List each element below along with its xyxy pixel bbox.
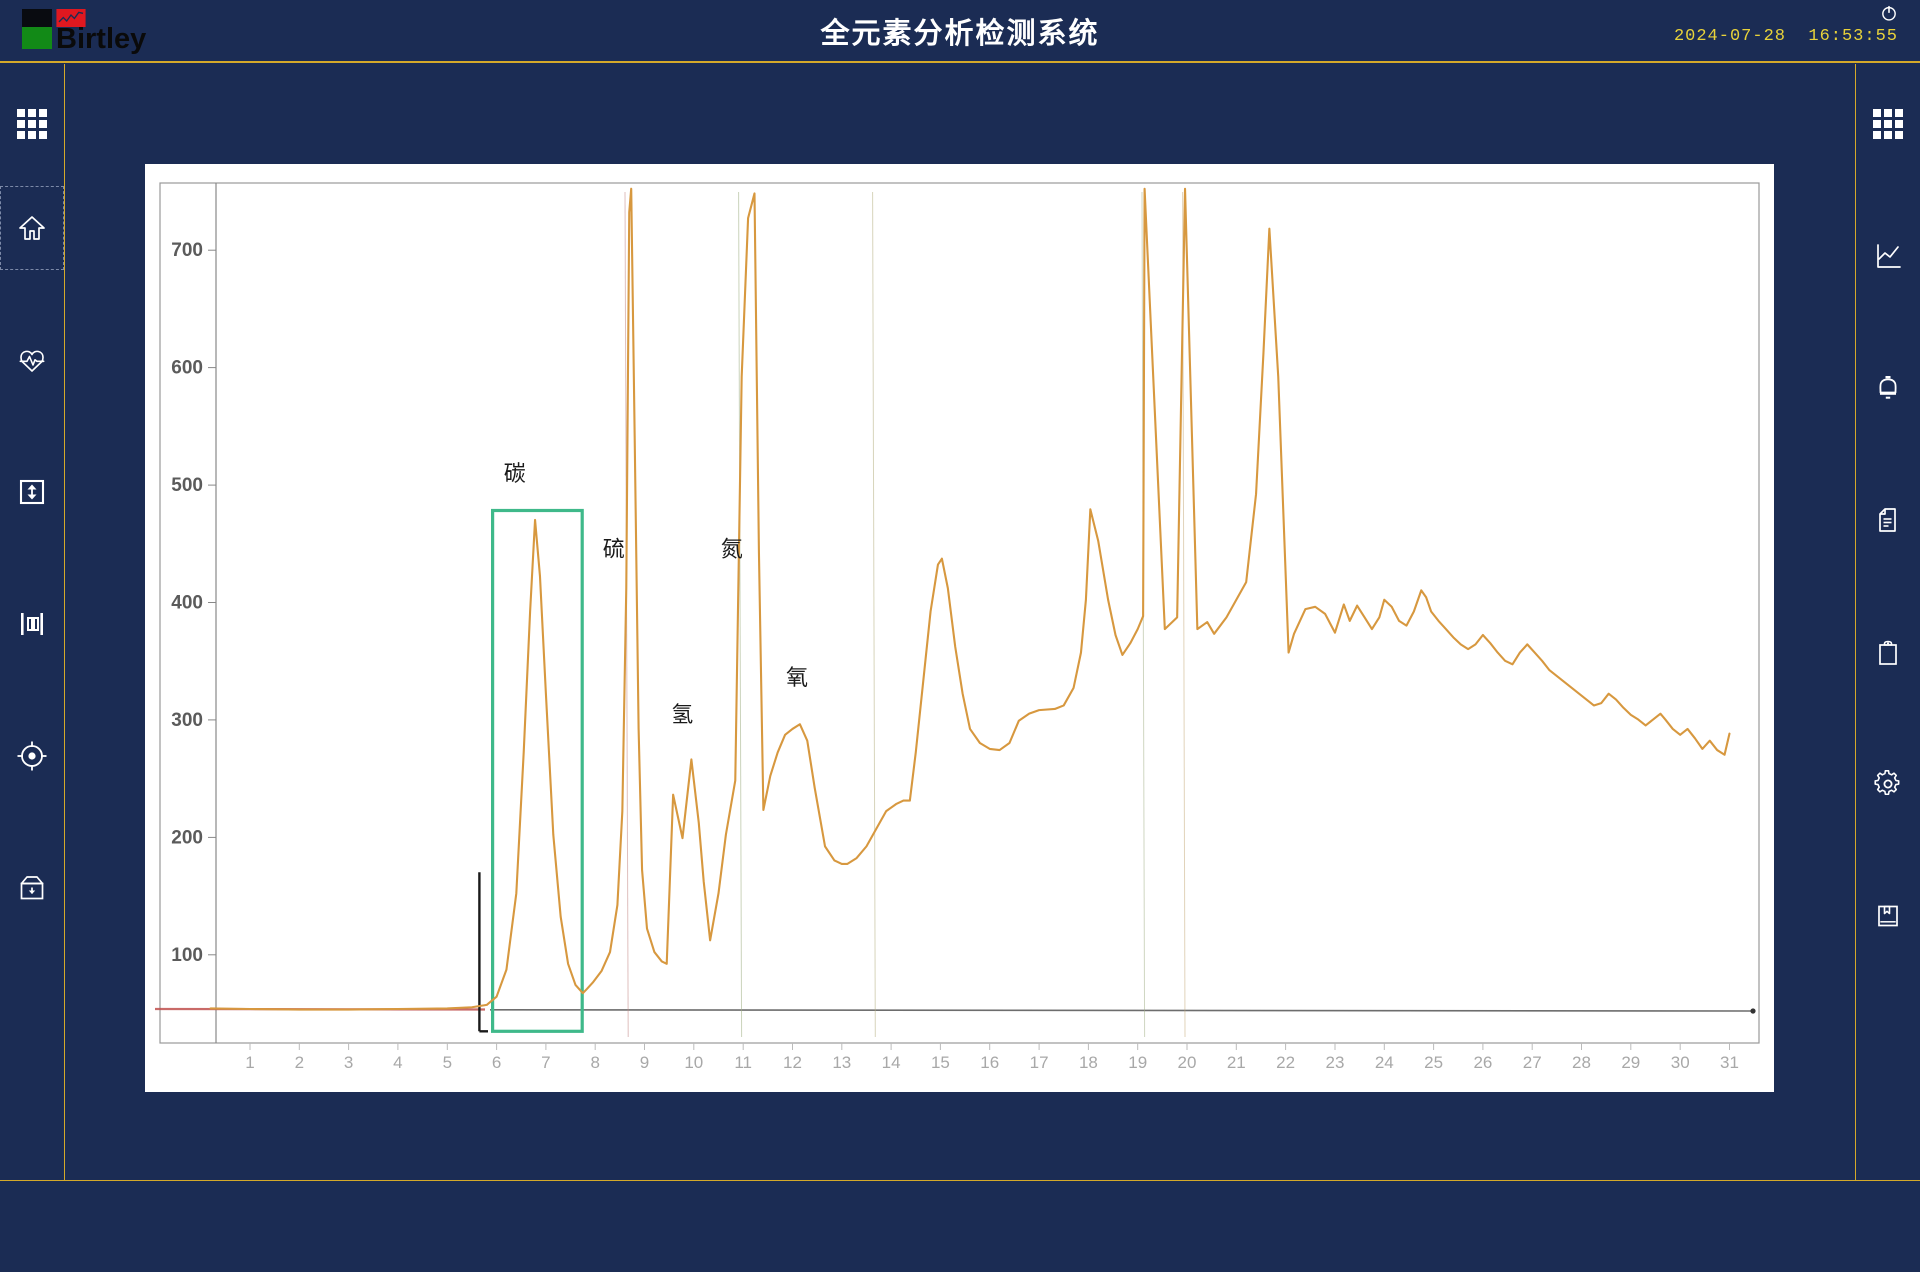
svg-text:18: 18 [1079,1053,1098,1072]
svg-text:200: 200 [171,827,203,848]
svg-text:31: 31 [1720,1053,1739,1072]
svg-text:100: 100 [171,945,203,966]
svg-text:22: 22 [1276,1053,1295,1072]
svg-text:硫: 硫 [603,537,625,562]
svg-text:24: 24 [1375,1053,1394,1072]
svg-text:4: 4 [393,1053,402,1072]
svg-text:氧: 氧 [786,665,808,690]
svg-text:2: 2 [295,1053,304,1072]
svg-text:25: 25 [1424,1053,1443,1072]
svg-text:1: 1 [245,1053,254,1072]
svg-text:23: 23 [1326,1053,1345,1072]
svg-text:29: 29 [1621,1053,1640,1072]
svg-text:15: 15 [931,1053,950,1072]
svg-text:19: 19 [1128,1053,1147,1072]
svg-text:600: 600 [171,358,203,379]
svg-text:氮: 氮 [721,537,743,562]
svg-text:400: 400 [171,593,203,614]
svg-text:9: 9 [640,1053,649,1072]
svg-text:14: 14 [882,1053,901,1072]
svg-text:12: 12 [783,1053,802,1072]
svg-text:7: 7 [541,1053,550,1072]
svg-text:3: 3 [344,1053,353,1072]
svg-text:20: 20 [1178,1053,1197,1072]
svg-text:氢: 氢 [671,702,693,727]
svg-text:500: 500 [171,475,203,496]
svg-text:11: 11 [734,1053,752,1072]
svg-text:27: 27 [1523,1053,1542,1072]
svg-text:碳: 碳 [504,461,526,486]
svg-text:17: 17 [1030,1053,1049,1072]
svg-text:6: 6 [492,1053,501,1072]
svg-text:28: 28 [1572,1053,1591,1072]
svg-text:26: 26 [1473,1053,1492,1072]
svg-text:8: 8 [590,1053,599,1072]
svg-text:13: 13 [832,1053,851,1072]
svg-text:300: 300 [171,710,203,731]
svg-text:30: 30 [1671,1053,1690,1072]
svg-text:16: 16 [980,1053,999,1072]
svg-text:21: 21 [1227,1053,1246,1072]
svg-text:10: 10 [684,1053,703,1072]
svg-text:700: 700 [171,240,203,261]
svg-text:5: 5 [443,1053,452,1072]
